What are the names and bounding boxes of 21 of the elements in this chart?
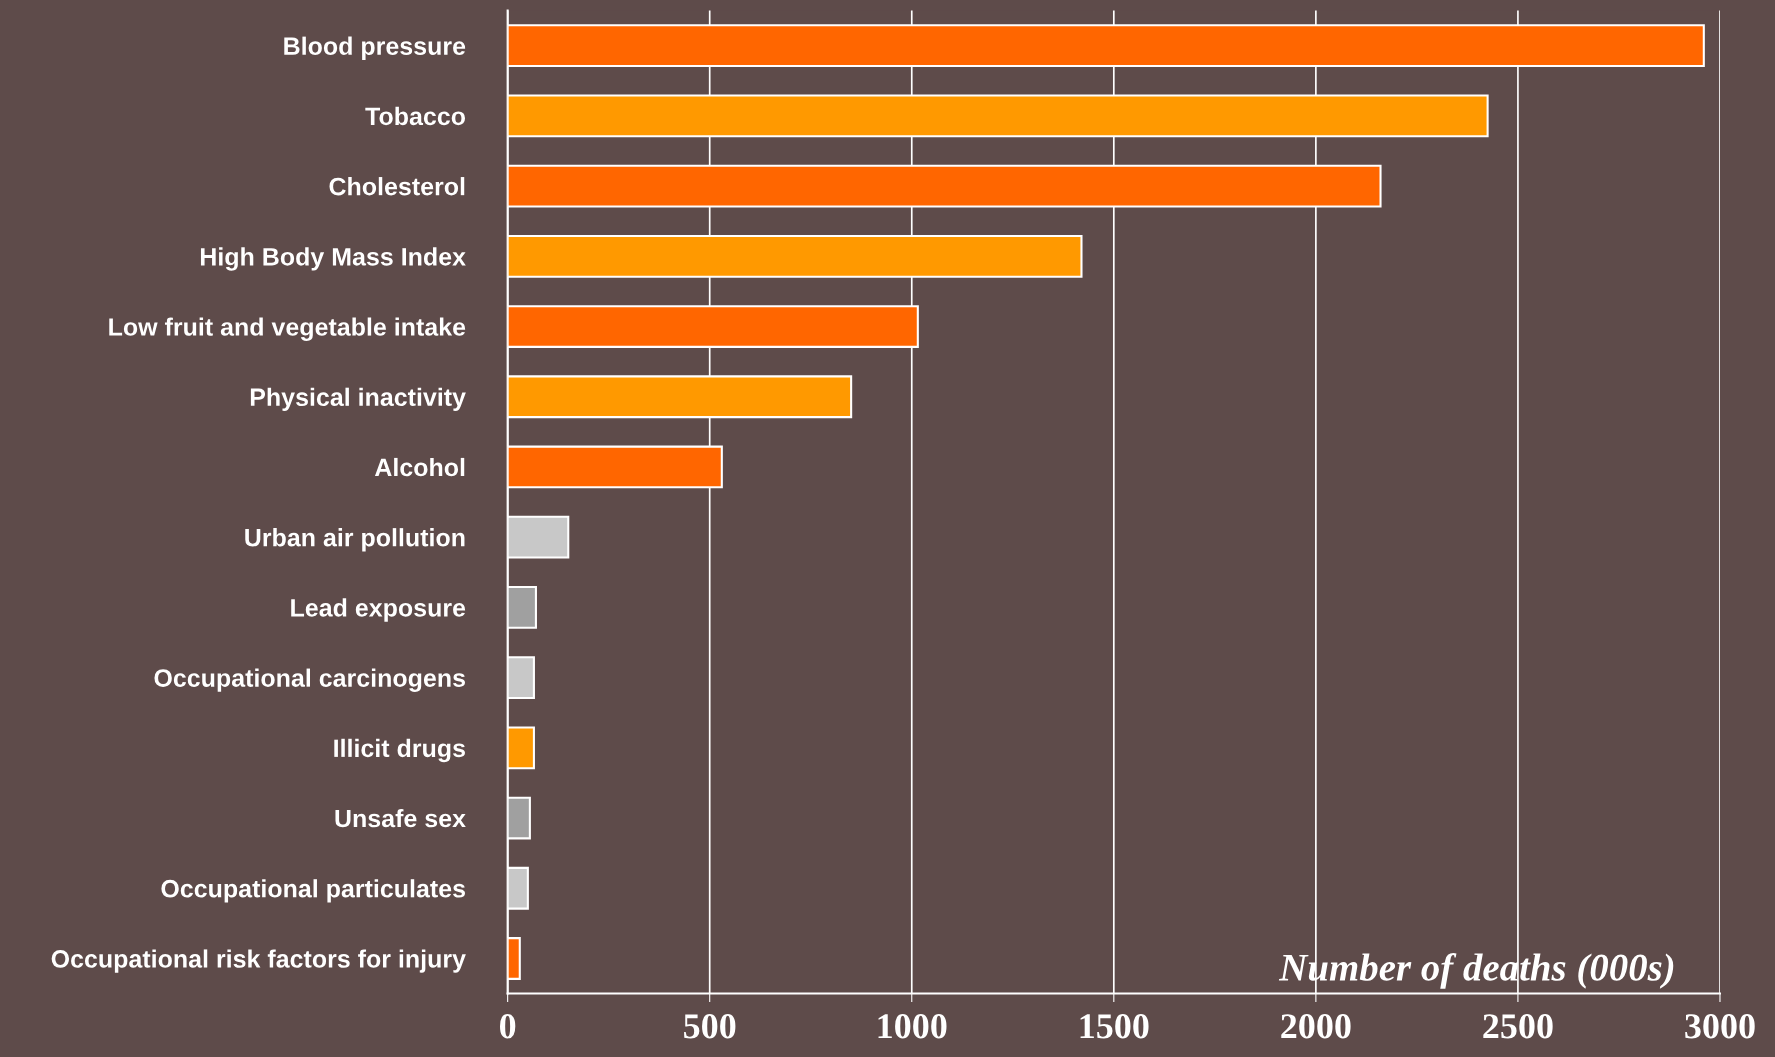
x-tick-label: 500 <box>684 1014 736 1039</box>
y-tick-label: Occupational carcinogens <box>154 668 465 692</box>
x-tick-label: 0 <box>500 1014 516 1039</box>
y-tick-label: Unsafe sex <box>335 808 466 828</box>
y-tick-label: Urban air pollution <box>245 528 465 552</box>
x-tick-label: 2500 <box>1483 1014 1553 1039</box>
x-tick-label: 1500 <box>1080 1014 1149 1039</box>
y-tick-label: High Body Mass Index <box>200 247 466 271</box>
y-tick-label: Low fruit and vegetable intake <box>109 317 466 341</box>
y-tick-label: Alcohol <box>374 457 465 477</box>
x-tick-label: 2000 <box>1281 1014 1351 1039</box>
y-tick-label: Blood pressure <box>284 36 466 60</box>
x-tick-label: 1000 <box>878 1014 947 1039</box>
y-tick-label: Occupational particulates <box>161 879 465 903</box>
x-tick-label: 3000 <box>1685 1014 1755 1039</box>
y-tick-label: Cholesterol <box>329 177 465 196</box>
y-tick-label: Physical inactivity <box>250 387 466 411</box>
y-tick-label: Lead exposure <box>291 598 466 622</box>
y-tick-label: Illicit drugs <box>334 738 465 763</box>
y-tick-label: Tobacco <box>365 106 466 126</box>
y-tick-label: Occupational risk factors for injury <box>51 949 466 973</box>
